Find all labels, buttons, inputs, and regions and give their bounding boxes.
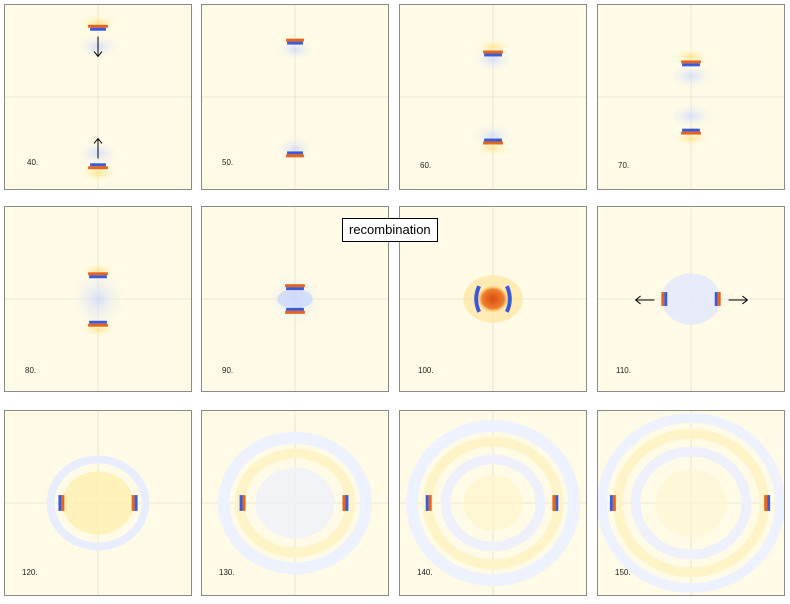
field-plot <box>5 411 191 595</box>
panel-label: 90. <box>222 366 234 375</box>
panel-label: 50. <box>222 158 234 167</box>
panel-60: 60. <box>399 4 587 190</box>
field-plot <box>5 207 191 391</box>
arrow-up-icon <box>93 137 103 159</box>
arrow-left-icon <box>634 295 655 305</box>
panel-80: 80. <box>4 206 192 392</box>
arrow-right-icon <box>728 295 749 305</box>
panel-50: 50. <box>201 4 389 190</box>
panel-label: 120. <box>22 568 38 577</box>
panel-label: 80. <box>25 366 37 375</box>
arrow-down-icon <box>93 36 103 58</box>
panel-label: 130. <box>219 568 235 577</box>
panel-120: 120. <box>4 410 192 596</box>
panel-70: 70. <box>597 4 785 190</box>
panel-140: 140. <box>399 410 587 596</box>
panel-label: 60. <box>420 161 432 170</box>
panel-label: 110. <box>616 366 631 375</box>
field-plot <box>202 5 388 189</box>
field-plot <box>5 5 191 189</box>
panel-label: 40. <box>27 158 39 167</box>
recombination-label: recombination <box>342 218 438 242</box>
field-plot <box>400 5 586 189</box>
field-plot <box>202 411 388 595</box>
panel-130: 130. <box>201 410 389 596</box>
panel-label: 140. <box>417 568 433 577</box>
field-plot <box>400 207 586 391</box>
field-plot <box>202 207 388 391</box>
panel-110: 110. <box>597 206 785 392</box>
panel-label: 70. <box>618 161 630 170</box>
field-plot <box>598 207 784 391</box>
panel-40: 40. <box>4 4 192 190</box>
field-plot <box>598 411 784 595</box>
field-plot <box>400 411 586 595</box>
panel-150: 150. <box>597 410 785 596</box>
panel-label: 100. <box>418 366 434 375</box>
panel-label: 150. <box>615 568 631 577</box>
field-plot <box>598 5 784 189</box>
